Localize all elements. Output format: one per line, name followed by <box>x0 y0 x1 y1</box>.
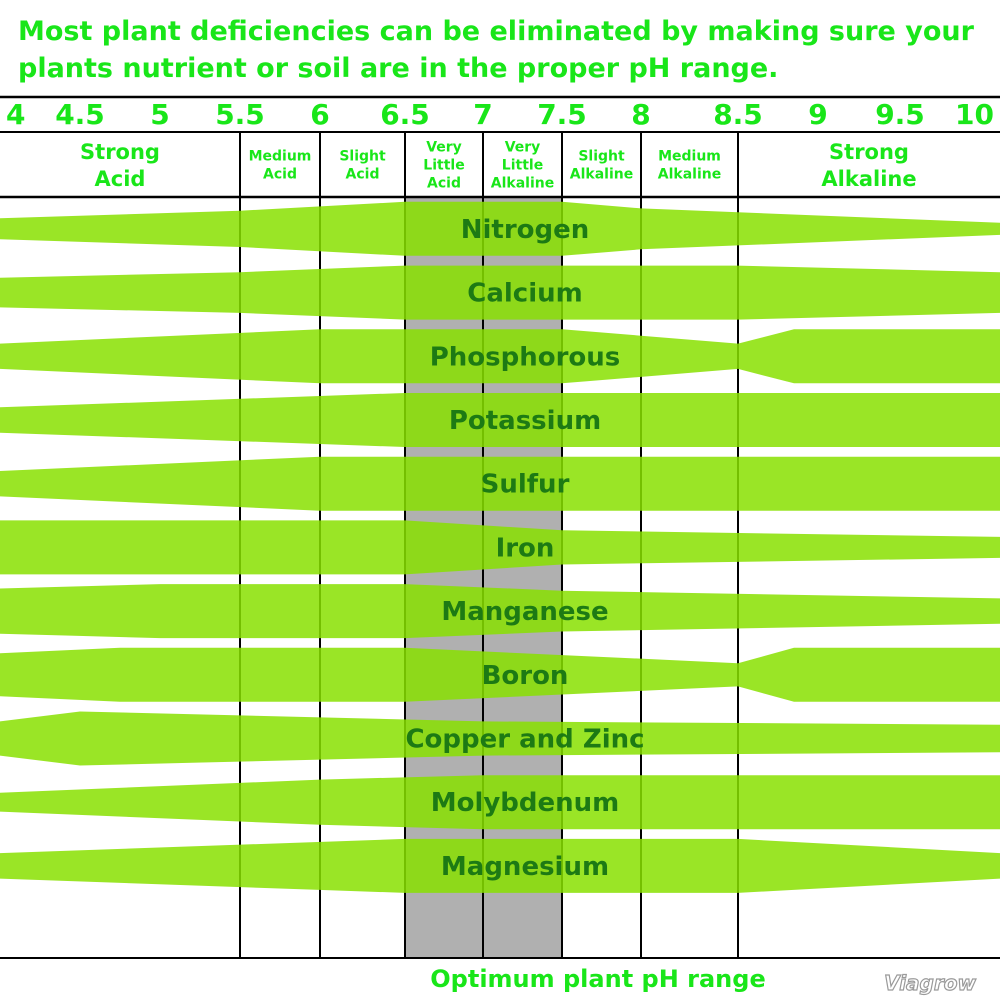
nutrient-label: Sulfur <box>481 470 570 500</box>
zone-label: Medium Alkaline <box>658 149 721 183</box>
zone-label: Very Little Alkaline <box>491 140 554 192</box>
nutrient-label: Molybdenum <box>431 788 620 818</box>
ph-tick-label: 8.5 <box>713 98 763 131</box>
viagrow-logo: Viagrow <box>884 971 976 995</box>
nutrient-band <box>0 329 1000 384</box>
nutrient-band <box>0 584 1000 639</box>
ph-tick-label: 4.5 <box>55 98 105 131</box>
title-line-2: plants nutrient or soil are in the prope… <box>18 53 778 84</box>
ph-tick-label: 6.5 <box>380 98 430 131</box>
zone-label: Strong Alkaline <box>821 140 916 191</box>
nutrient-band <box>0 456 1000 511</box>
nutrient-band <box>0 775 1000 830</box>
nutrient-label: Calcium <box>467 279 582 309</box>
nutrient-band <box>0 838 1000 893</box>
zone-label: Medium Acid <box>249 149 312 183</box>
ph-tick-label: 5.5 <box>215 98 265 131</box>
ph-tick-label: 10 <box>955 98 994 131</box>
ph-scale-ticks: 4 4.5 5 5.5 6 6.5 7 7.5 8 8.5 9 9.5 10 <box>6 98 994 131</box>
title-line-1: Most plant deficiencies can be eliminate… <box>18 16 975 47</box>
optimum-range-footer: Optimum plant pH range <box>430 965 765 993</box>
ph-tick-label: 7 <box>473 98 492 131</box>
ph-tick-label: 6 <box>310 98 329 131</box>
nutrient-label: Boron <box>482 661 569 691</box>
nutrient-band <box>0 647 1000 702</box>
nutrient-label: Phosphorous <box>430 342 621 372</box>
nutrient-labels: Nitrogen Calcium Phosphorous Potassium Sulfu… <box>405 215 644 882</box>
nutrient-label: Nitrogen <box>461 215 590 245</box>
nutrient-band <box>0 711 1000 766</box>
ph-tick-label: 5 <box>150 98 169 131</box>
zone-label: Very Little Acid <box>423 140 464 192</box>
zone-label: Slight Alkaline <box>570 149 633 183</box>
ph-tick-label: 9 <box>808 98 827 131</box>
ph-tick-label: 4 <box>6 98 25 131</box>
acidity-zone-labels: Strong Acid Medium Acid Slight Acid Very Little… <box>80 140 917 192</box>
zone-label: Slight Acid <box>339 149 386 183</box>
ph-tick-label: 9.5 <box>875 98 925 131</box>
nutrient-band <box>0 393 1000 447</box>
nutrient-label: Iron <box>496 533 555 563</box>
nutrient-label: Manganese <box>441 597 608 627</box>
ph-tick-label: 8 <box>631 98 650 131</box>
nutrient-band <box>0 265 1000 320</box>
zone-label: Strong Acid <box>80 140 160 191</box>
nutrient-label: Magnesium <box>441 852 609 882</box>
nutrient-bands <box>0 201 1000 893</box>
nutrient-band <box>0 520 1000 575</box>
ph-tick-label: 7.5 <box>537 98 587 131</box>
nutrient-label: Copper and Zinc <box>405 724 644 754</box>
nutrient-label: Potassium <box>449 406 601 436</box>
nutrient-band <box>0 201 1000 256</box>
